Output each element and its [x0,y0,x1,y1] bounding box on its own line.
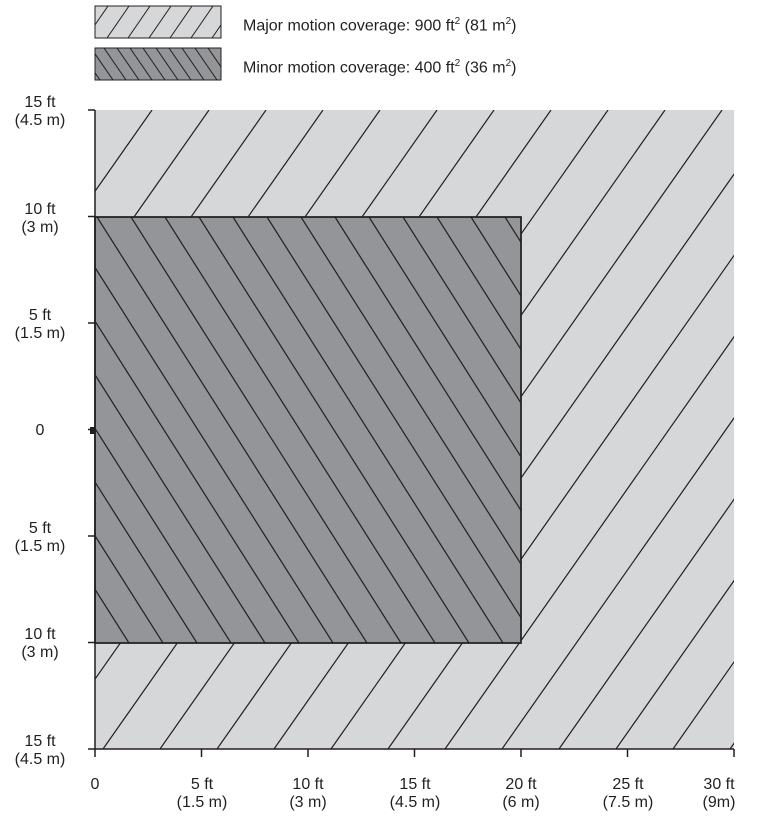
minor-coverage-area [94,216,522,644]
legend-major-hatch-line [190,6,214,38]
minor-hatch-line [130,217,402,643]
legend-minor-hatch-line [207,48,221,68]
legend-minor-hatch-line [155,48,179,80]
major-hatch-line [558,498,734,749]
y-tick-label: 15 ft (4.5 m) [14,733,66,768]
minor-hatch-line [95,427,232,643]
legend-major-hatch-line [65,6,87,38]
legend-minor-hatch-line [129,48,153,80]
legend-minor-label: Minor motion coverage: 400 ft2 (36 m2) [243,58,517,77]
minor-hatch-line [470,217,521,298]
legend-minor-hatch-line [116,48,140,80]
y-tick-label: 10 ft (3 m) [21,201,59,236]
x-tick-label: 20 ft (6 m) [502,776,540,811]
legend-minor-hatch-line [95,52,114,80]
x-tick-label: 30 ft (9m) [702,776,736,811]
y-tick-label: 15 ft (4.5 m) [14,94,66,129]
major-hatch-line [501,417,734,749]
legend-minor-hatch-line [142,48,166,80]
minor-hatch-line [95,373,266,643]
legend-minor-hatch-line [103,48,127,80]
legend-minor-hatch-line [181,48,205,80]
minor-hatch-line [232,217,504,643]
minor-hatch-line [300,217,521,566]
legend-minor-hatch-line [168,48,192,80]
legend-minor-hatch-line [194,48,218,80]
minor-hatch-line [198,217,470,643]
major-hatch-line [729,742,734,749]
minor-hatch-line [164,217,436,643]
y-tick-label: 5 ft (1.5 m) [14,307,66,342]
legend-major-hatch-line [95,6,109,26]
x-tick-label: 5 ft (1.5 m) [176,776,228,811]
minor-hatch-line [436,217,521,351]
minor-hatch-line [368,217,521,458]
y-tick-label: 0 [35,422,45,439]
minor-hatch-line [402,217,521,405]
legend-minor-swatch [65,47,222,81]
legend-major-label: Major motion coverage: 900 ft2 (81 m2) [243,16,517,35]
x-tick-label: 0 [90,776,100,793]
legend-minor-hatch-line [220,48,221,49]
x-tick-label: 10 ft (3 m) [289,776,327,811]
legend-major-hatch-line [127,6,151,38]
legend-major-hatch-line [148,6,172,38]
legend-minor-hatch-line [95,71,101,80]
legend-major-hatch-line [211,24,221,38]
legend-minor-hatch-line [65,48,87,80]
x-tick-label: 15 ft (4.5 m) [389,776,441,811]
minor-hatch-line [95,480,198,643]
y-tick-label: 10 ft (3 m) [21,626,59,661]
legend-major-swatch [65,5,222,39]
minor-hatch-line [266,217,521,619]
y-tick-label: 5 ft (1.5 m) [14,520,66,555]
minor-hatch-line [95,320,300,643]
sensor-marker [90,427,95,434]
legend-major-hatch-line [106,6,130,38]
minor-hatch-line [95,266,334,643]
legend-major-hatch-line [169,6,193,38]
minor-hatch-line [96,217,368,643]
minor-hatch-line [334,217,521,512]
x-tick-label: 25 ft (7.5 m) [602,776,654,811]
minor-hatch-line [95,534,164,643]
major-hatch-line [615,579,734,749]
